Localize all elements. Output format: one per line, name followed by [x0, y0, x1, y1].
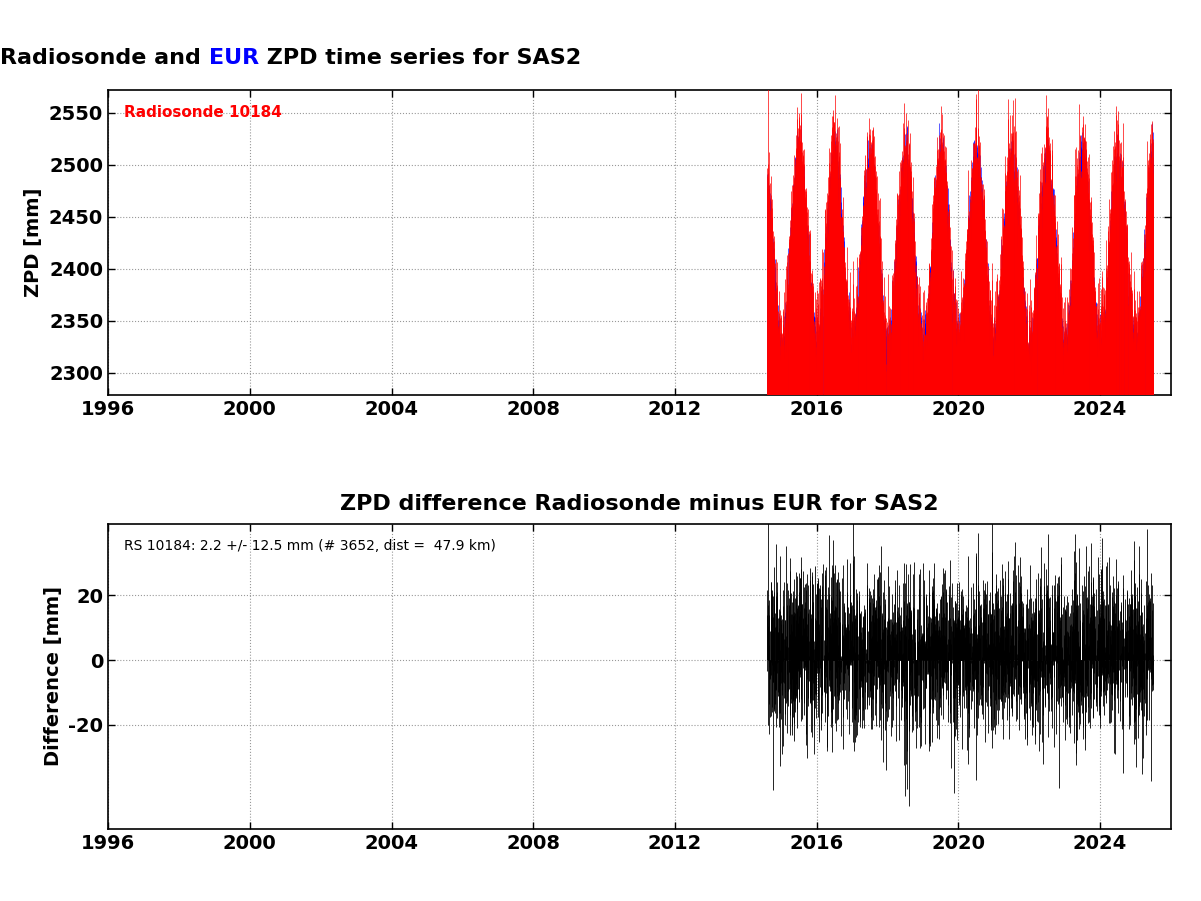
Text: Radiosonde 10184: Radiosonde 10184 — [124, 105, 282, 121]
Text: ZPD time series for SAS2: ZPD time series for SAS2 — [258, 48, 581, 68]
Text: Radiosonde and: Radiosonde and — [0, 48, 209, 68]
Text: EUR: EUR — [209, 48, 258, 68]
Y-axis label: Difference [mm]: Difference [mm] — [43, 587, 62, 766]
Y-axis label: ZPD [mm]: ZPD [mm] — [24, 188, 43, 297]
Title: ZPD difference Radiosonde minus EUR for SAS2: ZPD difference Radiosonde minus EUR for … — [340, 494, 939, 514]
Text: RS 10184: 2.2 +/- 12.5 mm (# 3652, dist =  47.9 km): RS 10184: 2.2 +/- 12.5 mm (# 3652, dist … — [124, 539, 496, 553]
